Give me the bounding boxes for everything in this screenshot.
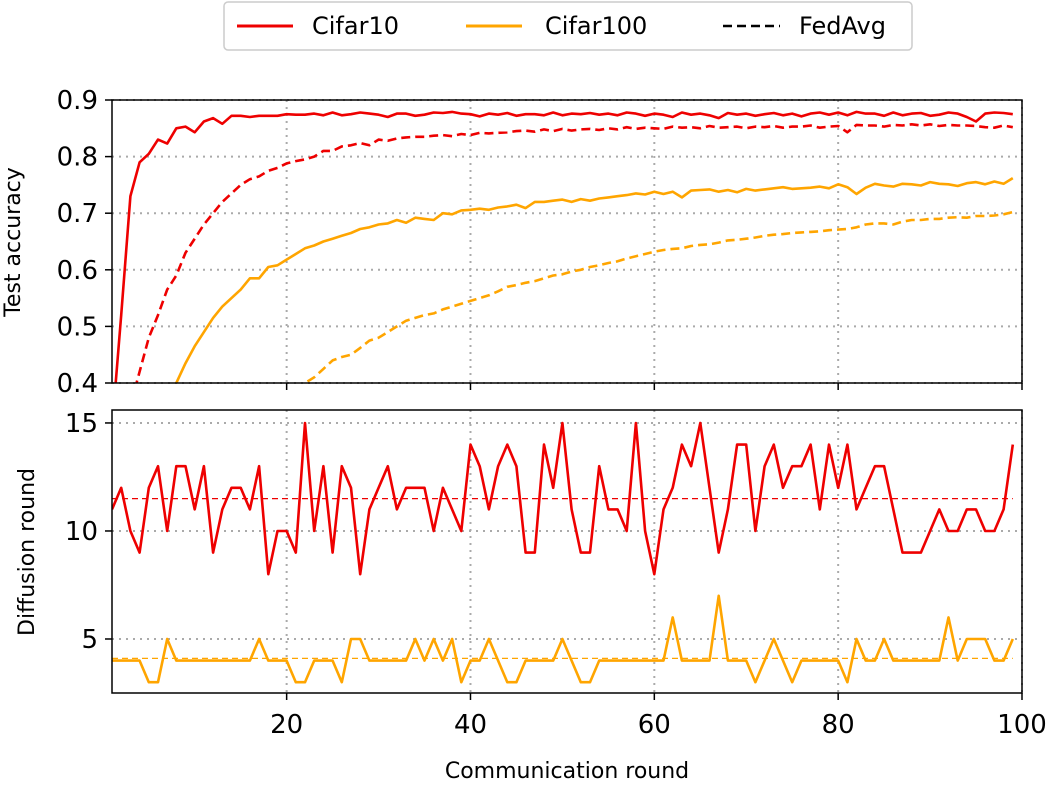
accuracy-y-ticks: 0.4 0.5 0.6 0.7 0.8 0.9 [57,86,112,399]
accuracy-y-tick-label: 0.9 [57,86,98,116]
diffusion-x-tick-label: 40 [454,710,487,740]
legend-label-cifar100: Cifar100 [545,12,647,40]
accuracy-panel: 0.4 0.5 0.6 0.7 0.8 0.9 Test accuracy [1,86,1023,399]
diffusion-x-ticks: 20 40 60 80 100 [270,693,1047,740]
accuracy-plot-area [114,110,1014,383]
accuracy-y-tick-label: 0.7 [57,199,98,229]
accuracy-y-axis-label: Test accuracy [1,167,26,318]
diffusion-x-tick-label: 100 [997,710,1047,740]
accuracy-series-line-2-solid [174,176,1014,383]
diffusion-series-line-0-solid [112,421,1015,576]
accuracy-series-line-3-dashed [302,210,1014,383]
accuracy-series-line-0-solid [114,110,1013,383]
accuracy-y-tick-label: 0.4 [57,369,98,399]
accuracy-grid [112,99,1023,384]
diffusion-plot-area [112,421,1015,684]
legend-entry-fedavg: FedAvg [723,12,886,40]
legend-entry-cifar10: Cifar10 [237,12,399,40]
diffusion-y-tick-label: 15 [65,409,98,439]
diffusion-x-tick-label: 20 [270,710,303,740]
legend-label-cifar10: Cifar10 [312,12,399,40]
diffusion-y-tick-label: 5 [81,625,98,655]
diffusion-series-line-2-solid [112,594,1014,684]
accuracy-y-tick-label: 0.6 [57,256,98,286]
legend-label-fedavg: FedAvg [799,12,886,40]
diffusion-y-tick-label: 10 [65,517,98,547]
diffusion-y-ticks: 5 10 15 [65,409,112,655]
diffusion-axes-frame [111,409,1023,694]
accuracy-series-line-1-dashed [135,123,1014,383]
diffusion-panel: 5 10 15 20 40 60 80 100 Diffusion round Commun… [15,409,1047,784]
accuracy-y-tick-label: 0.5 [57,312,98,342]
accuracy-axes-frame [111,99,1023,384]
diffusion-x-tick-label: 60 [638,710,671,740]
diffusion-y-axis-label: Diffusion round [15,468,40,636]
diffusion-x-tick-label: 80 [822,710,855,740]
accuracy-x-ticks [285,383,1023,390]
diffusion-x-axis-label: Communication round [445,759,689,784]
legend-frame [223,1,913,51]
accuracy-y-tick-label: 0.8 [57,143,98,173]
legend: Cifar10 Cifar100 FedAvg [223,1,913,51]
legend-entry-cifar100: Cifar100 [466,12,647,40]
